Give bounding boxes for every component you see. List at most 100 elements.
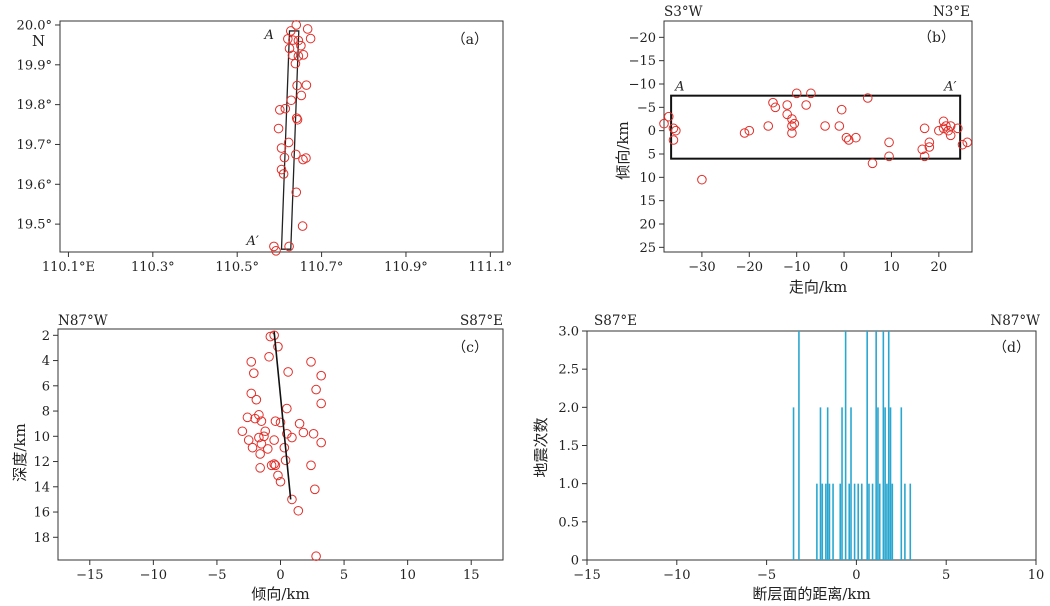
panel-c-y-tick-label-2: 6 [42, 379, 50, 394]
panel-b-point-20 [820, 121, 830, 131]
panel-c-point-17 [256, 416, 267, 426]
panel-a-point-9 [287, 50, 298, 61]
panel-c-x-tick-label-5: 10 [399, 568, 416, 583]
panel-c-y-tick-label-5: 12 [33, 455, 50, 470]
panel-c-x-tick-label-3: 0 [276, 568, 284, 583]
panel-c-point-18 [270, 416, 281, 426]
panel-b-point-3 [671, 125, 681, 136]
panel-c-point-3 [264, 351, 274, 362]
panel-d-y-tick-label-5: 2.5 [558, 363, 579, 378]
panel-b-y-tick-label-2: −10 [629, 78, 656, 93]
panel-c-y-tick-label-3: 8 [42, 405, 50, 420]
panel-b-x-tick-label-4: 10 [883, 260, 900, 275]
panel-b-point-14 [787, 121, 797, 131]
panel-d-x-tick-label-0: −15 [573, 568, 600, 583]
panel-b-y-tick-label-4: 0 [648, 124, 656, 139]
panel-b-point-32 [919, 151, 930, 162]
panel-c-point-27 [308, 428, 319, 439]
panel-c-point-40 [306, 460, 316, 471]
panel-b-y-tick-label-3: −5 [637, 101, 656, 116]
panel-d-ylabel: 地震次数 [532, 417, 550, 477]
panel-a-point-32 [269, 241, 279, 252]
panel-b-point-21 [834, 121, 845, 131]
panel-b-corner-right: N3°E [933, 4, 970, 20]
panel-a-label: （a） [452, 32, 488, 48]
panel-a-point-14 [292, 80, 302, 91]
panel-a-point-15 [296, 90, 307, 101]
panel-c-y-tick-label-7: 16 [33, 506, 50, 521]
panel-d-x-tick-label-5: 10 [1028, 568, 1045, 583]
panel-c-x-tick-label-4: 5 [340, 568, 348, 583]
panel-c-point-4 [246, 357, 257, 367]
panel-d-corner-left: S87°E [594, 313, 637, 329]
panel-b-point-42 [952, 123, 963, 134]
panel-b-point-15 [789, 118, 800, 129]
panel-a-point-0 [291, 20, 302, 30]
panel-c-point-12 [316, 398, 326, 409]
panel-c-point-22 [260, 426, 271, 437]
panel-c-depth: −15 −10 −5 0 5 10 15 2 4 6 8 10 12 14 16 18 N87°W S87°E （c… [11, 313, 504, 603]
panel-a-point-1 [302, 24, 313, 34]
panel-d-xlabel: 断层面的距离/km [752, 585, 870, 603]
panel-b-point-19 [806, 88, 816, 99]
panel-a-n-label: N [32, 32, 45, 50]
panel-c-point-48 [311, 551, 321, 562]
panel-a-y-tick-label-5: 20.0° [17, 18, 52, 33]
panel-c-point-8 [316, 370, 326, 381]
panel-c-fault-line [273, 331, 292, 500]
panel-a-map: 110.1°E 110.3° 110.5° 110.7° 110.9° 111.1° 19.… [17, 18, 513, 275]
panel-d-x-tick-label-4: 5 [942, 568, 950, 583]
panel-c-y-tick-label-4: 10 [33, 430, 50, 445]
panel-b-x-tick-label-2: −10 [783, 260, 810, 275]
panel-b-x-tick-label-3: 0 [840, 260, 848, 275]
panel-b-y-tick-label-5: 5 [648, 148, 656, 163]
panel-c-point-29 [269, 435, 279, 445]
panel-d-histogram: −15 −10 −5 0 5 10 0 0.5 1.0 1.5 2.0 2.5 3.0 S87°E N87°… [532, 313, 1044, 603]
panel-c-y-tick-label-0: 2 [42, 329, 50, 344]
panel-a-point-22 [283, 137, 294, 148]
panel-a-point-29 [278, 169, 289, 179]
panel-b-point-34 [924, 142, 935, 152]
panel-b-point-31 [919, 123, 930, 134]
panel-c-point-23 [254, 432, 264, 443]
panel-c-point-16 [250, 413, 260, 424]
panel-c-point-44 [275, 476, 286, 487]
panel-a-point-23 [276, 143, 287, 153]
panel-b-point-27 [867, 158, 878, 169]
panel-b-point-11 [782, 100, 793, 110]
panel-c-point-2 [273, 341, 283, 352]
panel-b-point-9 [768, 97, 778, 108]
panel-b-y-tick-label-1: −15 [629, 54, 656, 69]
panel-b-point-38 [941, 121, 951, 131]
panel-c-point-35 [247, 442, 258, 453]
panel-c-point-26 [287, 432, 297, 443]
panel-c-point-33 [279, 442, 290, 453]
panel-a-point-34 [284, 241, 294, 252]
panel-a-point-13 [301, 80, 312, 90]
panel-b-point-41 [945, 130, 956, 141]
panel-b-y-tick-label-9: 25 [639, 241, 656, 256]
panel-c-point-11 [251, 394, 262, 405]
panel-c-point-47 [293, 505, 304, 516]
panel-b-y-tick-label-7: 15 [639, 194, 656, 209]
panel-a-x-tick-label-4: 110.9° [384, 260, 428, 275]
panel-b-point-36 [938, 123, 949, 134]
panel-c-point-39 [270, 460, 281, 471]
panel-c-point-42 [266, 460, 277, 471]
panel-a-point-8 [284, 43, 295, 54]
panel-c-point-13 [282, 403, 292, 414]
panel-b-section: −30 −20 −10 0 10 20 −20 −15 −10 −5 0 5 10 15 20 25 S3°W N… [614, 4, 973, 296]
panel-b-x-tick-label-0: −30 [688, 260, 715, 275]
panel-b-point-28 [884, 137, 894, 148]
panel-b-point-6 [739, 128, 750, 138]
panel-a-box-label-a-prime: A′ [246, 234, 259, 249]
panel-c-point-14 [242, 412, 253, 423]
panel-a-box-label-a: A [264, 28, 274, 43]
panel-b-y-tick-label-6: 10 [639, 171, 656, 186]
panel-a-point-25 [301, 153, 311, 163]
panel-b-point-13 [787, 114, 797, 124]
panel-d-x-tick-label-2: −5 [757, 568, 776, 583]
panel-d-frame [586, 330, 1037, 561]
panel-a-point-21 [273, 123, 284, 134]
